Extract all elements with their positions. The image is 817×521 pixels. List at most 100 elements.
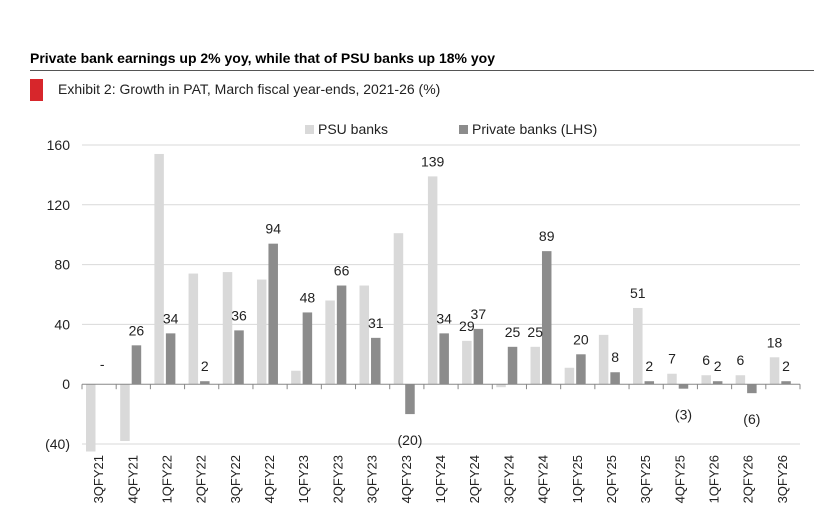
psu-bar-2QFY23 <box>325 300 335 385</box>
headline-rule <box>30 70 814 71</box>
x-tick-label: 2QFY22 <box>194 455 209 503</box>
private-bar-3QFY26 <box>781 381 791 385</box>
x-tick-label: 4QFY23 <box>399 455 414 503</box>
bars <box>86 153 791 452</box>
private-data-label: 2 <box>201 358 209 374</box>
psu-bar-4QFY24 <box>530 346 540 385</box>
legend-label-private: Private banks (LHS) <box>472 121 597 137</box>
x-tick-label: 3QFY26 <box>775 455 790 503</box>
private-data-label: 8 <box>611 349 619 365</box>
private-data-label: 36 <box>231 307 247 323</box>
private-bar-2QFY22 <box>200 381 210 385</box>
private-data-label: (6) <box>743 411 760 427</box>
gridlines <box>82 144 800 445</box>
psu-data-label: 18 <box>767 334 783 350</box>
private-bar-4QFY25 <box>678 384 689 389</box>
private-bar-2QFY24 <box>473 328 484 385</box>
psu-bar-1QFY22 <box>154 153 164 385</box>
psu-bar-1QFY24 <box>427 176 438 385</box>
private-bar-3QFY22 <box>234 330 244 385</box>
private-data-label: 94 <box>265 221 281 237</box>
psu-data-label: 51 <box>630 285 646 301</box>
private-bar-2QFY25 <box>610 372 620 385</box>
private-data-label: 2 <box>645 358 653 374</box>
private-data-label: 20 <box>573 331 589 347</box>
y-tick-label: (40) <box>45 436 70 452</box>
x-tick-label: 4QFY25 <box>672 455 687 503</box>
private-data-label: 89 <box>539 228 555 244</box>
psu-data-label: 6 <box>736 352 744 368</box>
private-bar-1QFY22 <box>165 333 176 385</box>
psu-bar-4QFY23 <box>393 233 404 385</box>
private-data-label: 66 <box>334 263 350 279</box>
private-data-label: 48 <box>300 289 316 305</box>
y-tick-label: 120 <box>47 197 71 213</box>
psu-bar-3QFY23 <box>359 285 370 385</box>
private-bar-1QFY24 <box>439 333 449 385</box>
psu-bar-2QFY24 <box>462 340 472 385</box>
legend: PSU banks Private banks (LHS) <box>305 121 597 137</box>
psu-bar-4QFY21 <box>120 384 130 442</box>
private-bar-3QFY25 <box>644 381 655 385</box>
private-bar-4QFY23 <box>405 384 415 415</box>
private-bar-1QFY25 <box>576 354 586 385</box>
x-tick-label: 1QFY23 <box>296 455 311 503</box>
private-data-label: 34 <box>436 310 452 326</box>
psu-bar-2QFY25 <box>598 334 609 385</box>
psu-bar-2QFY22 <box>188 273 199 385</box>
x-tick-label: 1QFY26 <box>707 455 722 503</box>
private-data-label: 26 <box>129 322 145 338</box>
private-bar-3QFY23 <box>371 337 381 385</box>
psu-data-label: 25 <box>527 324 543 340</box>
psu-bar-1QFY26 <box>701 375 711 385</box>
private-data-label: 31 <box>368 315 384 331</box>
x-axis: 3QFY21 4QFY21 1QFY22 2QFY22 3QFY22 4QFY22 1QFY… <box>81 383 801 503</box>
x-tick-label: 1QFY25 <box>570 455 585 503</box>
private-data-label: 37 <box>471 306 487 322</box>
exhibit-accent-bar <box>30 79 43 101</box>
private-bar-4QFY22 <box>268 243 278 385</box>
psu-bar-2QFY26 <box>735 375 746 385</box>
legend-label-psu: PSU banks <box>318 121 388 137</box>
psu-bar-1QFY23 <box>291 370 301 385</box>
private-data-label: 2 <box>714 358 722 374</box>
psu-bar-3QFY26 <box>769 357 780 385</box>
y-tick-label: 0 <box>62 376 70 392</box>
x-tick-label: 3QFY21 <box>91 455 106 503</box>
private-bar-4QFY24 <box>541 251 552 385</box>
x-tick-label: 4QFY22 <box>262 455 277 503</box>
headline: Private bank earnings up 2% yoy, while t… <box>30 50 495 66</box>
y-tick-label: 40 <box>54 316 70 332</box>
psu-bar-3QFY22 <box>222 272 233 385</box>
legend-swatch-psu <box>305 125 314 134</box>
private-data-label: - <box>100 356 105 372</box>
private-data-label: 34 <box>163 310 179 326</box>
exhibit-title: Exhibit 2: Growth in PAT, March fiscal y… <box>58 81 441 97</box>
x-tick-label: 2QFY26 <box>741 455 756 503</box>
private-bar-1QFY26 <box>712 381 723 385</box>
x-tick-label: 2QFY25 <box>604 455 619 503</box>
psu-bar-3QFY21 <box>86 384 96 452</box>
y-axis: (40) 0 40 80 120 160 <box>45 137 70 452</box>
psu-data-label: 139 <box>421 153 445 169</box>
private-data-label: (20) <box>398 432 423 448</box>
private-bar-4QFY21 <box>131 345 142 385</box>
x-tick-label: 3QFY25 <box>638 455 653 503</box>
psu-data-label: 29 <box>459 318 475 334</box>
psu-bar-4QFY22 <box>256 279 267 385</box>
psu-data-label: 6 <box>702 352 710 368</box>
x-tick-label: 4QFY21 <box>125 455 140 503</box>
legend-swatch-private <box>459 125 468 134</box>
private-bar-1QFY23 <box>302 312 313 385</box>
private-data-label: 2 <box>782 358 790 374</box>
private-data-label: 25 <box>505 324 521 340</box>
x-tick-label: 1QFY24 <box>433 455 448 503</box>
x-tick-label: 2QFY23 <box>330 455 345 503</box>
x-tick-label: 3QFY22 <box>228 455 243 503</box>
private-bar-2QFY26 <box>747 384 757 394</box>
y-tick-label: 160 <box>47 137 71 153</box>
private-data-label: (3) <box>675 407 692 423</box>
psu-bar-3QFY24 <box>496 384 506 388</box>
